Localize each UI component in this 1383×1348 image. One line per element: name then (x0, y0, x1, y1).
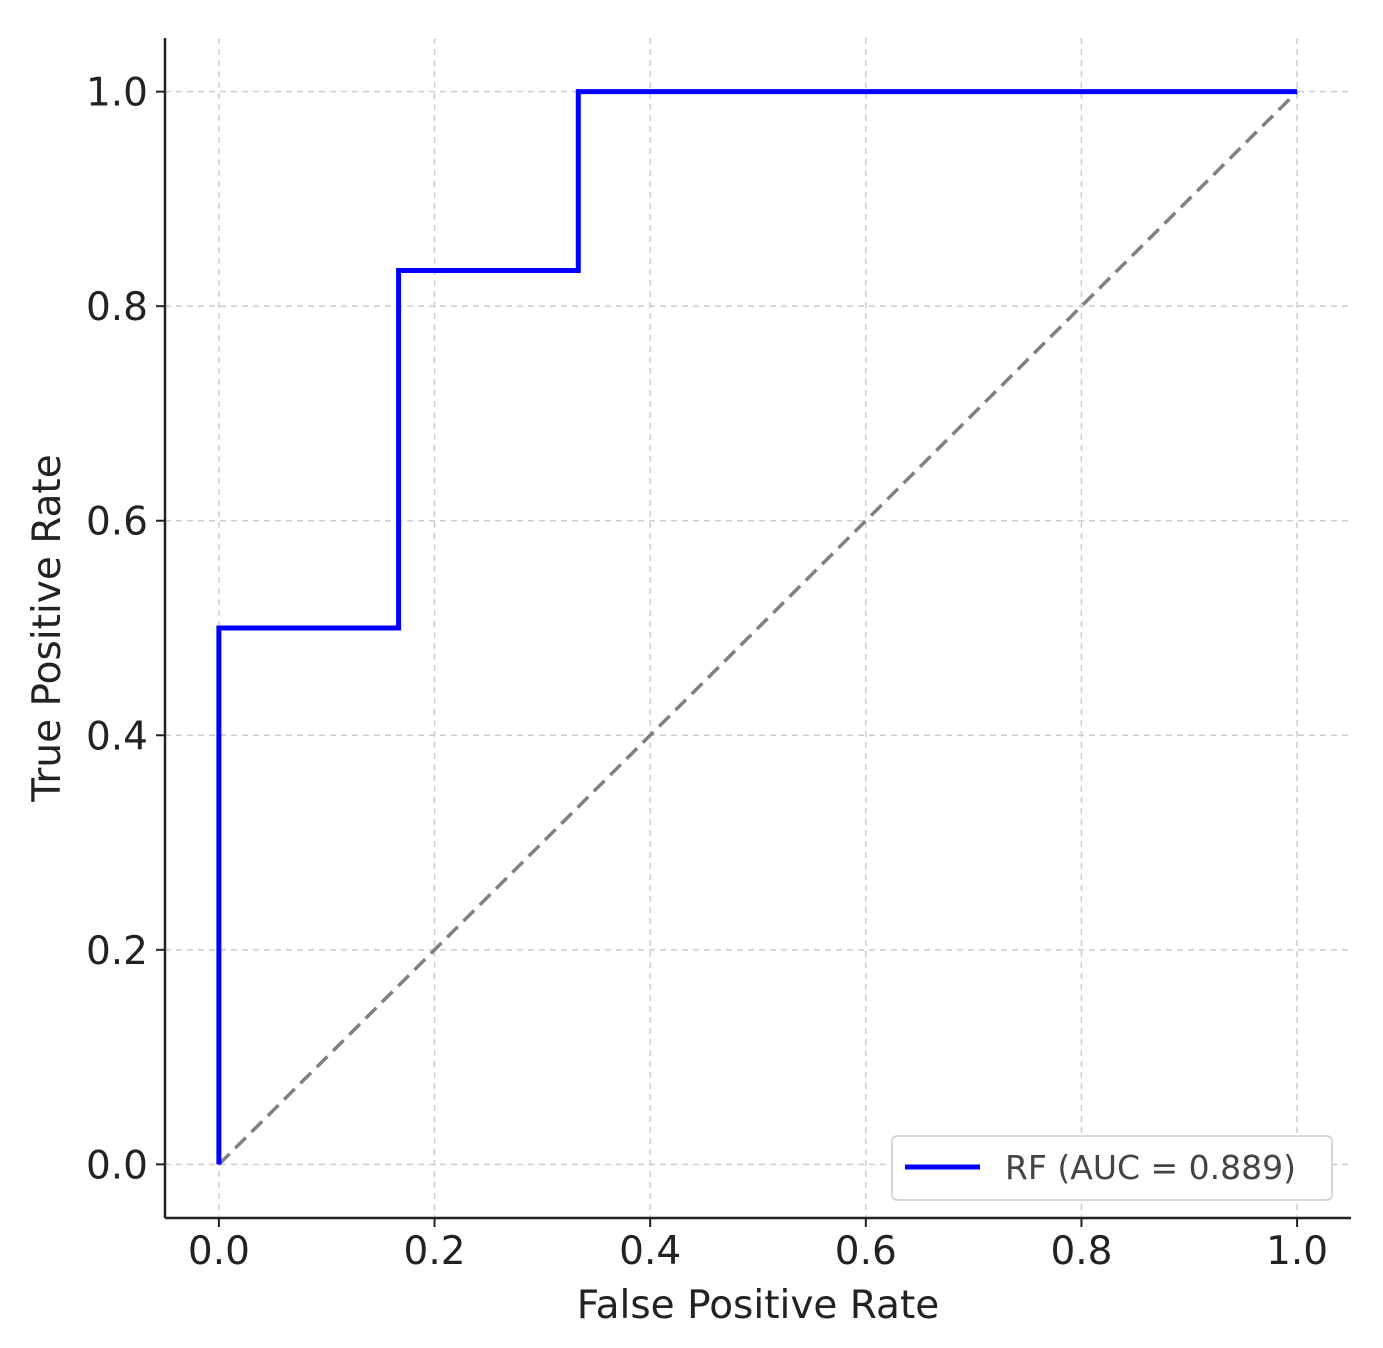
y-tick-label: 0.0 (86, 1143, 148, 1188)
x-tick-label: 0.8 (1050, 1229, 1112, 1274)
x-tick-label: 0.2 (404, 1229, 466, 1274)
y-tick-label: 1.0 (86, 71, 148, 116)
y-tick-label: 0.8 (86, 285, 148, 330)
plot-area (216, 89, 1299, 1166)
y-tick-label: 0.6 (86, 500, 148, 545)
x-tick-label: 1.0 (1266, 1229, 1328, 1274)
ticks: 0.0 0.2 0.4 0.6 0.8 1.0 0.0 0.2 0.4 0.6 0.8 1.0 (86, 71, 1328, 1274)
x-tick-label: 0.4 (619, 1229, 681, 1274)
chance-diagonal-line (217, 90, 1299, 1166)
legend-label-rf: RF (AUC = 0.889) (1005, 1148, 1296, 1187)
legend: RF (AUC = 0.889) (891, 1135, 1333, 1201)
legend-box (891, 1135, 1333, 1201)
y-tick-label: 0.4 (86, 714, 148, 759)
y-axis-title: True Positive Rate (25, 454, 70, 802)
x-tick-label: 0.6 (835, 1229, 897, 1274)
y-tick-label: 0.2 (86, 929, 148, 974)
x-axis-title: False Positive Rate (577, 1283, 939, 1328)
x-tick-label: 0.0 (188, 1229, 250, 1274)
roc-curve-rf (216, 89, 1298, 1165)
axes (163, 38, 1351, 1220)
